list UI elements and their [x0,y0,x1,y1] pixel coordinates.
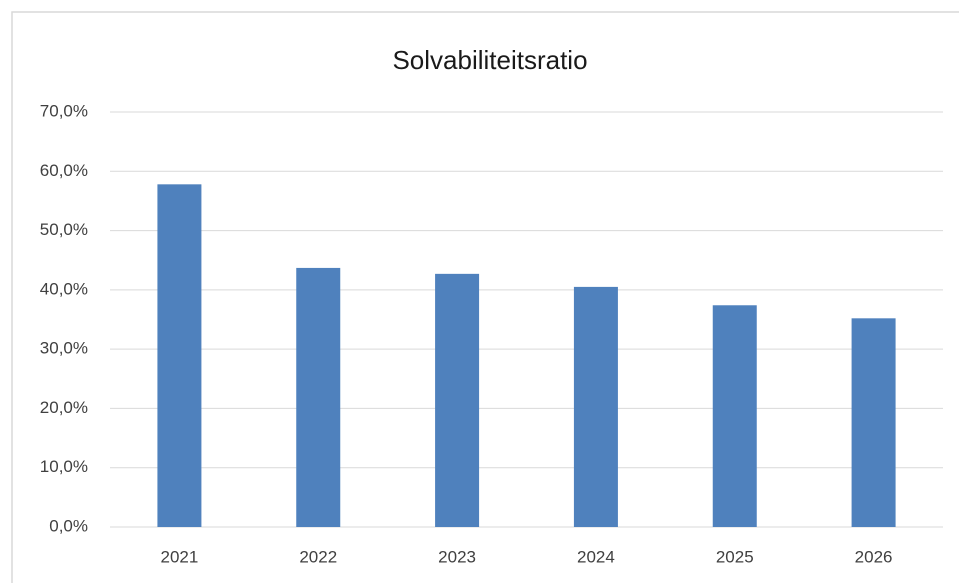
x-tick-label: 2022 [299,547,337,566]
bar [157,184,202,528]
chart-frame [11,11,959,583]
x-tick-label: 2024 [577,547,615,566]
x-tick-label: 2026 [855,547,893,566]
y-tick-label: 10,0% [40,457,88,476]
y-tick-label: 40,0% [40,279,88,298]
y-tick-label: 20,0% [40,398,88,417]
bar [435,273,480,527]
y-tick-label: 50,0% [40,220,88,239]
bar [296,267,341,527]
x-tick-label: 2023 [438,547,476,566]
bar [712,305,757,527]
y-tick-label: 60,0% [40,161,88,180]
chart-title: Solvabiliteitsratio [392,45,587,75]
y-tick-label: 70,0% [40,101,88,120]
x-tick-label: 2025 [716,547,754,566]
x-tick-label: 2021 [161,547,199,566]
bar [851,318,896,527]
y-tick-label: 0,0% [49,516,88,535]
bar [573,286,618,527]
y-tick-label: 30,0% [40,339,88,358]
